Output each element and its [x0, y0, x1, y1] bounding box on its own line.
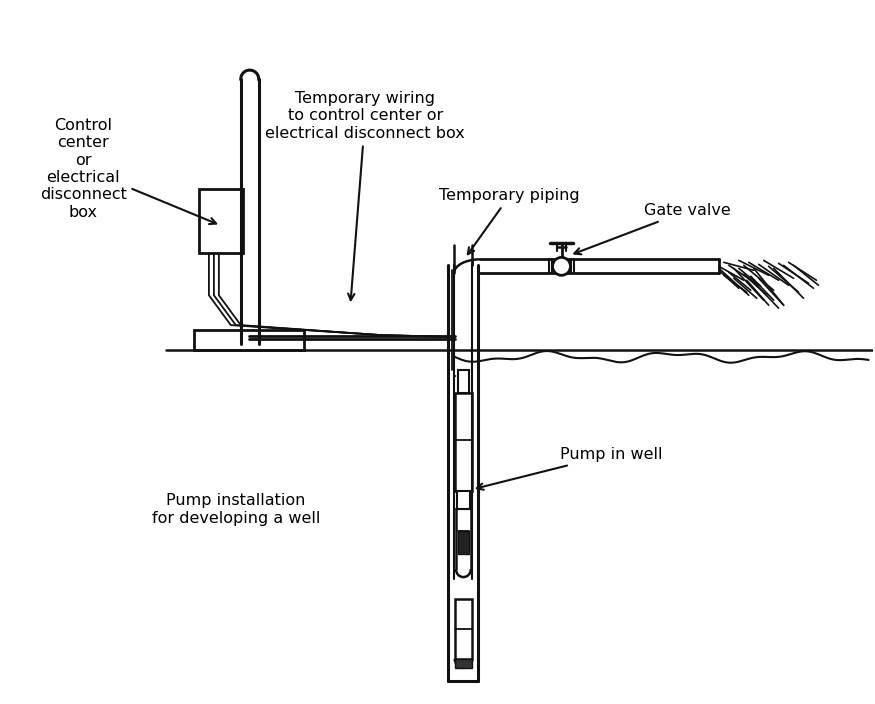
- Bar: [199, 189, 242, 253]
- Bar: [455, 659, 472, 668]
- Text: Temporary piping: Temporary piping: [439, 188, 580, 254]
- Text: Pump installation
for developing a well: Pump installation for developing a well: [151, 494, 320, 526]
- Bar: [457, 491, 470, 510]
- Text: Pump in well: Pump in well: [477, 447, 662, 490]
- Text: Control
center
or
electrical
disconnect
box: Control center or electrical disconnect …: [40, 118, 216, 224]
- Bar: [458, 532, 469, 554]
- Bar: [455, 393, 472, 491]
- Circle shape: [552, 258, 570, 275]
- Bar: [194, 330, 304, 350]
- Bar: [458, 370, 469, 393]
- Text: Gate valve: Gate valve: [574, 203, 731, 254]
- Bar: [455, 599, 472, 659]
- Text: Temporary wiring
to control center or
electrical disconnect box: Temporary wiring to control center or el…: [265, 91, 466, 300]
